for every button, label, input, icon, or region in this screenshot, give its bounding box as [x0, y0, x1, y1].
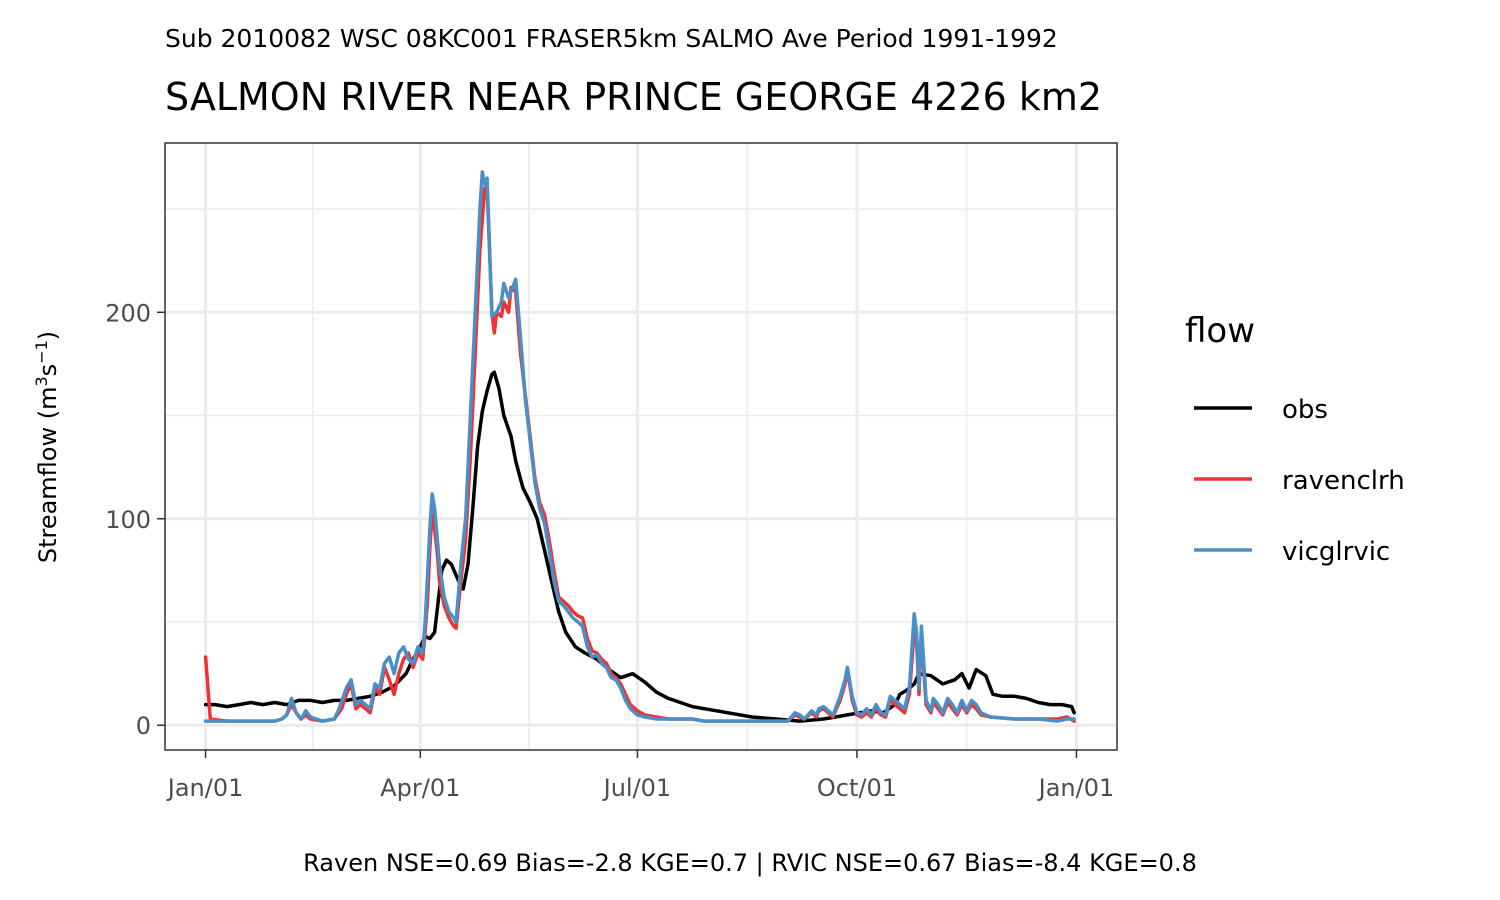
grid-major [165, 143, 1117, 750]
series-line-vicglrvic [203, 170, 1076, 723]
y-tick-label: 100 [105, 506, 151, 534]
legend-items: obs ravenclrh vicglrvic [1194, 395, 1405, 567]
y-tick-label: 0 [136, 712, 151, 740]
plot-border [164, 142, 1118, 751]
legend-title: flow [1185, 311, 1255, 351]
chart-subtitle: Sub 2010082 WSC 08KC001 FRASER5km SALMO … [165, 24, 1058, 53]
x-tick-label: Jan/01 [166, 774, 244, 802]
legend-label-ravenclrh: ravenclrh [1282, 466, 1405, 496]
y-axis-label: Streamflow (m3s−1) [32, 331, 63, 563]
x-tick-label: Apr/01 [380, 774, 460, 802]
y-tick-label: 200 [105, 299, 151, 327]
x-axis: Jan/01 Apr/01 Jul/01 Oct/01 Jan/01 [166, 750, 1115, 802]
legend-label-obs: obs [1282, 395, 1328, 425]
plot-panel [165, 143, 1117, 750]
legend: flow obs ravenclrh vicglrvic [1185, 311, 1405, 567]
x-tick-label: Jul/01 [602, 774, 672, 802]
legend-label-vicglrvic: vicglrvic [1282, 537, 1390, 567]
grid-minor [165, 143, 1117, 750]
chart-caption: Raven NSE=0.69 Bias=-2.8 KGE=0.7 | RVIC … [303, 849, 1197, 877]
y-axis: 0 100 200 [105, 299, 165, 740]
x-tick-label: Jan/01 [1037, 774, 1115, 802]
series-layer [203, 170, 1076, 723]
chart-title: SALMON RIVER NEAR PRINCE GEORGE 4226 km2 [165, 75, 1102, 119]
x-tick-label: Oct/01 [817, 774, 897, 802]
